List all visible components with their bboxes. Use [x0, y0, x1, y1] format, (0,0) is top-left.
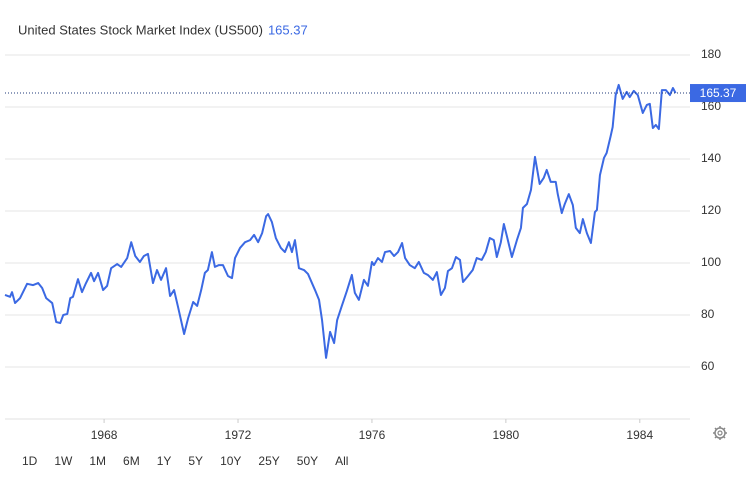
range-button-label: All — [335, 454, 348, 468]
range-button[interactable]: 1Y — [157, 454, 172, 468]
settings-icon[interactable] — [713, 426, 727, 440]
range-button[interactable]: All — [335, 454, 348, 468]
price-line — [4, 83, 677, 359]
gear-teeth — [713, 426, 727, 440]
y-tick-label: 60 — [701, 359, 715, 373]
range-button-label: 10Y — [220, 454, 241, 468]
x-tick-label: 1976 — [359, 428, 386, 442]
last-value-badge — [690, 84, 746, 103]
x-tick-label: 1980 — [493, 428, 520, 442]
range-button[interactable]: 25Y — [258, 454, 279, 468]
range-button[interactable]: 1W — [54, 454, 73, 468]
gear-hub — [717, 430, 723, 436]
last-value-label: 165.37 — [700, 86, 737, 100]
range-button-label: 50Y — [297, 454, 318, 468]
range-button-label: 25Y — [258, 454, 279, 468]
y-tick-label: 80 — [701, 307, 715, 321]
x-tick-label: 1968 — [91, 428, 118, 442]
range-button[interactable]: 6M — [123, 454, 140, 468]
y-tick-label: 140 — [701, 151, 721, 165]
y-tick-label: 160 — [701, 99, 721, 113]
current-value: 165.37 — [268, 22, 308, 37]
range-button[interactable]: 50Y — [297, 454, 318, 468]
chart-title: United States Stock Market Index (US500) — [18, 22, 263, 37]
range-button[interactable]: 1M — [89, 454, 106, 468]
y-tick-label: 120 — [701, 203, 721, 217]
y-tick-label: 100 — [701, 255, 721, 269]
range-button[interactable]: 5Y — [188, 454, 203, 468]
range-button-label: 1Y — [157, 454, 172, 468]
range-button-label: 1D — [22, 454, 38, 468]
range-button-label: 6M — [123, 454, 140, 468]
range-button-label: 1M — [89, 454, 106, 468]
range-button[interactable]: 10Y — [220, 454, 241, 468]
x-tick-label: 1984 — [626, 428, 653, 442]
range-button[interactable]: 1D — [22, 454, 38, 468]
y-tick-label: 180 — [701, 47, 721, 61]
range-button-label: 1W — [54, 454, 73, 468]
range-button-label: 5Y — [188, 454, 203, 468]
x-tick-label: 1972 — [225, 428, 252, 442]
